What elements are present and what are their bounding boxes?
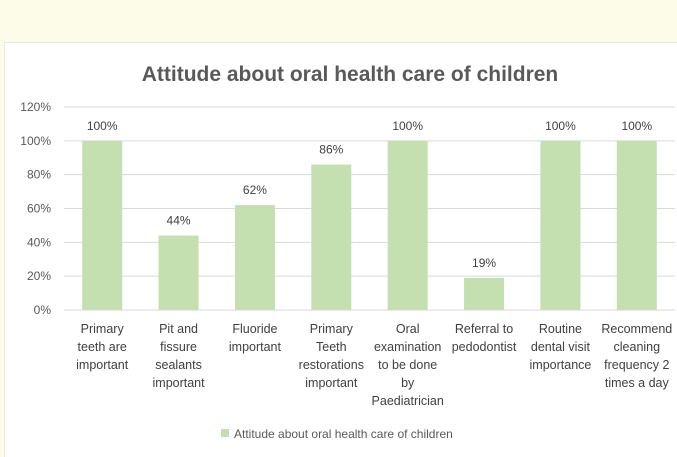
data-label: 19% bbox=[472, 256, 496, 270]
category-label: Fluoride important bbox=[229, 322, 282, 354]
legend-swatch bbox=[221, 429, 229, 437]
data-label: 100% bbox=[87, 119, 118, 133]
y-axis-ticks: 0% 20% 40% 60% 80% 100% 120% bbox=[20, 100, 51, 317]
bar bbox=[158, 235, 199, 310]
y-tick-label: 0% bbox=[34, 303, 52, 317]
bar bbox=[387, 140, 428, 310]
bar-chart: Attitude about oral health care of child… bbox=[20, 63, 675, 441]
category-label: Recommend cleaning frequency 2 times a day bbox=[601, 322, 672, 390]
bars bbox=[82, 140, 657, 310]
data-labels: 100% 44% 62% 86% 100% 19% 100% 100% bbox=[87, 119, 653, 270]
bar bbox=[82, 140, 123, 310]
data-label: 44% bbox=[167, 214, 191, 228]
legend-label: Attitude about oral health care of child… bbox=[234, 427, 453, 441]
bar bbox=[540, 140, 581, 310]
gridlines bbox=[64, 106, 675, 311]
bar bbox=[234, 205, 275, 310]
y-tick-label: 100% bbox=[20, 134, 51, 148]
y-tick-label: 80% bbox=[27, 168, 51, 182]
chart-title: Attitude about oral health care of child… bbox=[142, 63, 559, 86]
category-label: Pit and fissure sealants important bbox=[153, 322, 206, 390]
data-label: 100% bbox=[545, 119, 576, 133]
legend: Attitude about oral health care of child… bbox=[221, 427, 453, 441]
bar bbox=[464, 277, 505, 310]
bar bbox=[311, 164, 352, 310]
chart-panel: Attitude about oral health care of child… bbox=[4, 42, 677, 457]
y-tick-label: 20% bbox=[27, 269, 51, 283]
data-label: 86% bbox=[319, 143, 343, 157]
bar bbox=[616, 140, 657, 310]
y-tick-label: 60% bbox=[27, 202, 51, 216]
data-label: 100% bbox=[392, 119, 423, 133]
category-label: Referral to pedodontist bbox=[452, 322, 517, 354]
data-label: 100% bbox=[621, 119, 652, 133]
y-tick-label: 40% bbox=[27, 235, 51, 249]
category-label: Routine dental visit importance bbox=[530, 322, 592, 372]
category-label: Oral examination to be done by Paediatrician bbox=[372, 322, 444, 408]
data-label: 62% bbox=[243, 183, 267, 197]
y-tick-label: 120% bbox=[20, 100, 51, 114]
x-axis-categories: Primary teeth are important Pit and fissure s… bbox=[76, 322, 672, 408]
category-label: Primary Teeth restorations important bbox=[299, 322, 364, 390]
category-label: Primary teeth are important bbox=[76, 322, 129, 372]
